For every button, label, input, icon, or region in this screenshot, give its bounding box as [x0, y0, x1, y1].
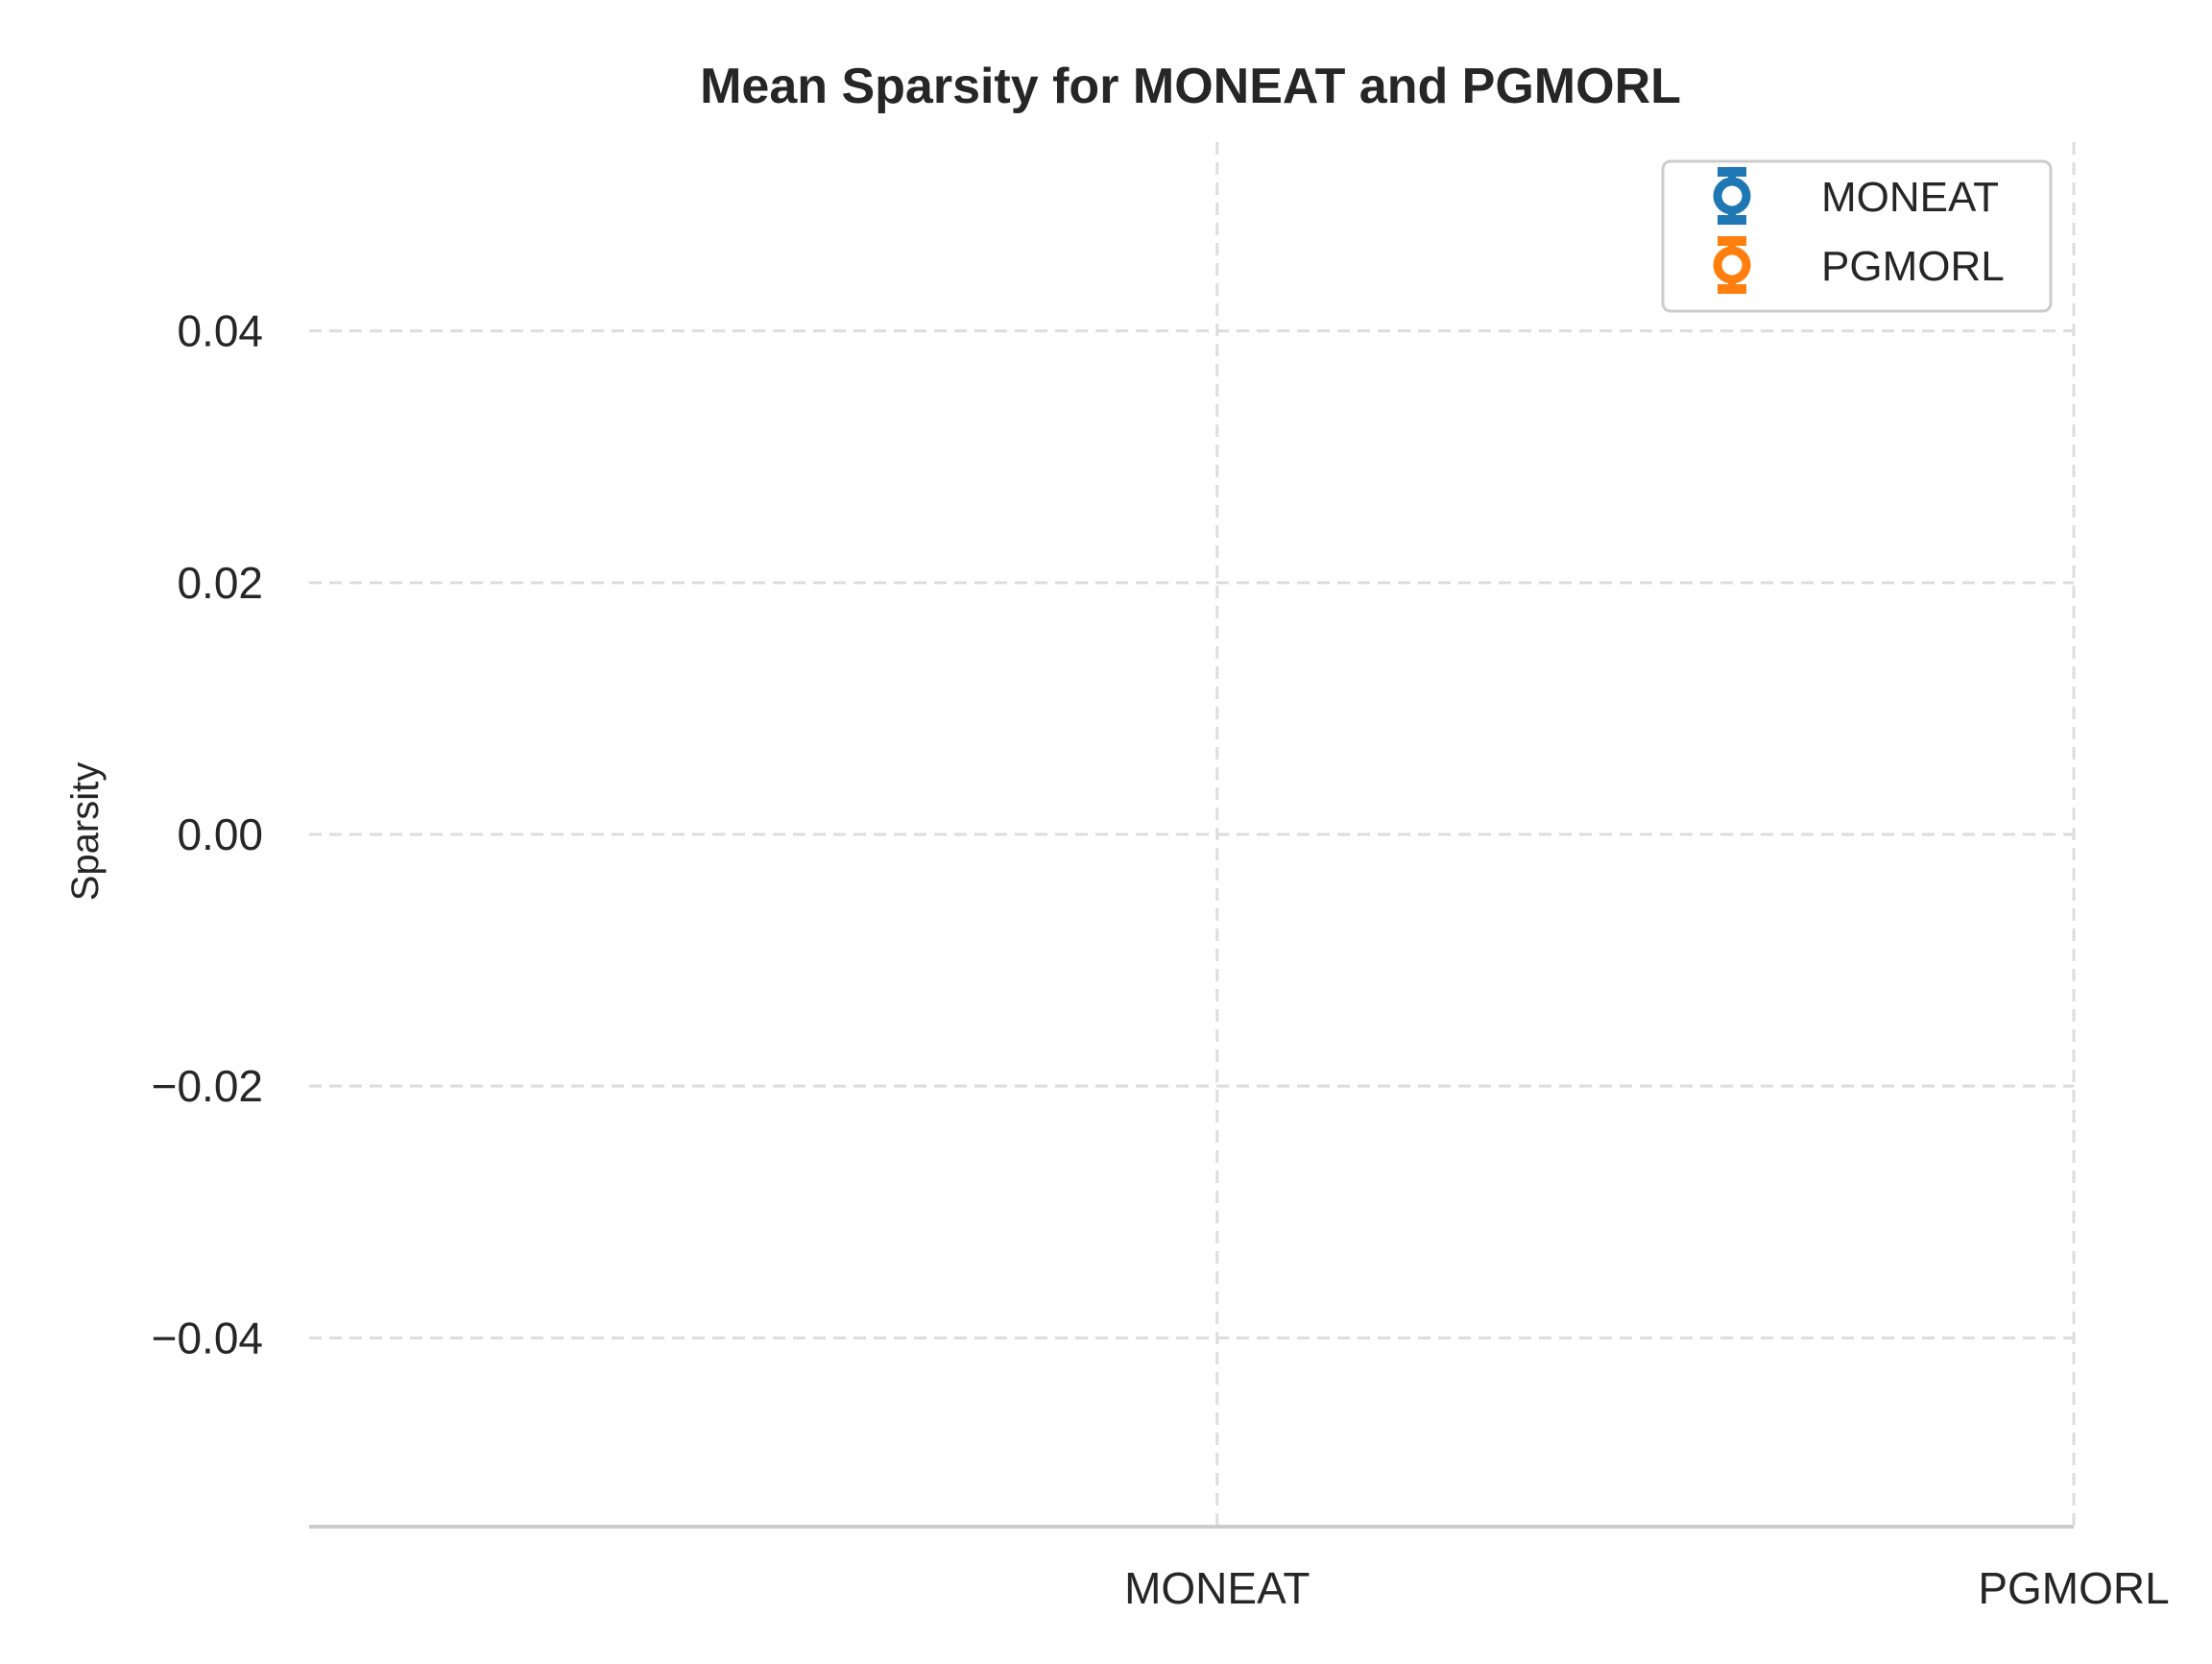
legend-box — [1661, 159, 2053, 313]
chart-title: Mean Sparsity for MONEAT and PGMORL — [700, 59, 1681, 114]
legend: MONEAT PGMORL — [1661, 159, 2053, 313]
legend-label: MONEAT — [1821, 174, 1999, 221]
x-tick-labels: MONEAT PGMORL — [1124, 1563, 2170, 1613]
legend-circle-marker — [1713, 177, 1751, 215]
legend-marker-moneat — [1713, 167, 1751, 225]
legend-marker-pgmorl — [1713, 236, 1751, 294]
legend-label: PGMORL — [1821, 243, 2005, 290]
y-axis-label: Sparsity — [64, 762, 107, 902]
y-tick-label: 0.04 — [177, 306, 263, 356]
y-tick-label: 0.00 — [177, 809, 263, 859]
legend-circle-marker — [1713, 246, 1751, 284]
x-tick-label: MONEAT — [1124, 1563, 1310, 1613]
y-tick-label: 0.02 — [177, 558, 263, 608]
grid-lines — [309, 142, 2076, 1527]
y-tick-labels: 0.04 0.02 0.00 −0.02 −0.04 — [152, 306, 263, 1363]
y-tick-label: −0.02 — [152, 1061, 263, 1111]
y-tick-label: −0.04 — [152, 1313, 263, 1363]
x-tick-label: PGMORL — [1978, 1563, 2169, 1613]
